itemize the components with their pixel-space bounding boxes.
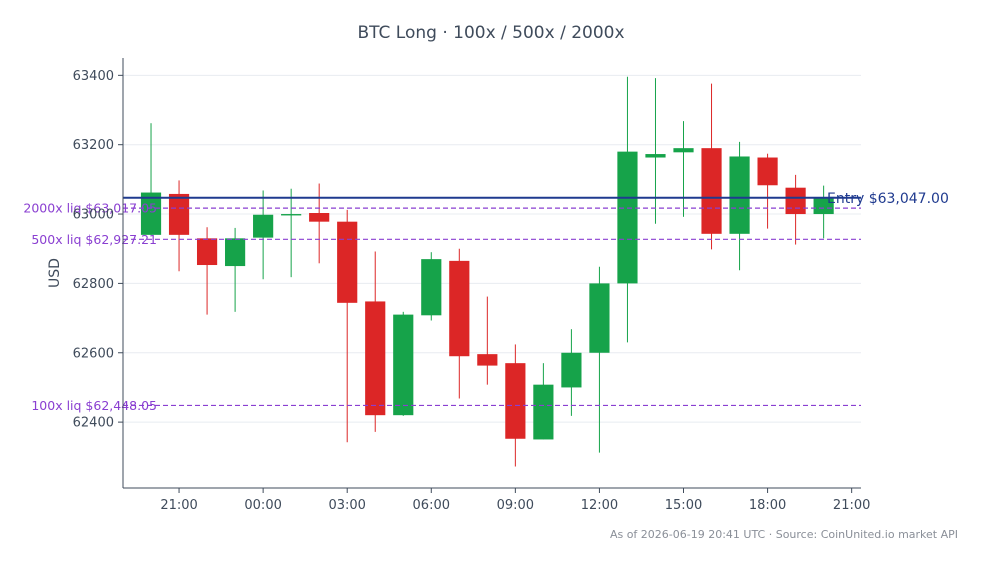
footer-note: As of 2026-06-19 20:41 UTC · Source: Coi… <box>610 528 958 541</box>
candle-body-down <box>701 148 722 234</box>
x-tick-label: 00:00 <box>244 498 281 513</box>
candle-body-down <box>365 301 386 416</box>
candle-body-down <box>449 260 470 357</box>
entry-label: Entry $63,047.00 <box>827 191 949 207</box>
x-tick-label: 09:00 <box>497 498 534 513</box>
candle-body-down <box>477 354 498 366</box>
candle-body-up <box>813 197 834 215</box>
candle-body-down <box>337 221 358 303</box>
reference-lines: Entry $63,047.00 2000x liq $63,017.05 500x… <box>23 191 948 413</box>
candle-body-down <box>168 193 190 235</box>
axes <box>122 58 861 489</box>
candle-body-up <box>589 283 610 353</box>
candle-body-down <box>757 157 778 186</box>
liquidation-label: 500x liq $62,927.21 <box>31 232 157 247</box>
x-tick-label: 21:00 <box>160 498 197 513</box>
candle-body-up <box>645 154 666 158</box>
liquidation-label: 2000x liq $63,017.05 <box>23 201 157 216</box>
x-tick-labels: 21:00 00:00 03:00 06:00 09:00 12:00 15:00 18:00… <box>160 488 870 513</box>
chart-title: BTC Long · 100x / 500x / 2000x <box>357 23 624 43</box>
y-tick-label: 63000 <box>73 208 114 223</box>
candle-body-up <box>729 156 750 234</box>
candles <box>140 76 834 467</box>
y-tick-labels: 62400 62600 62800 63000 63200 63400 <box>73 69 123 431</box>
candle-body-up <box>140 192 162 235</box>
candle-body-up <box>253 214 274 238</box>
y-tick-label: 63400 <box>73 69 114 84</box>
y-tick-label: 62600 <box>73 346 114 361</box>
candle-body-up <box>421 259 442 316</box>
candle-body-up <box>561 352 582 388</box>
x-tick-label: 18:00 <box>749 498 786 513</box>
candle-body-down <box>196 238 218 266</box>
candle-body-up <box>225 238 246 267</box>
x-tick-label: 03:00 <box>328 498 365 513</box>
x-tick-label: 12:00 <box>581 498 618 513</box>
x-tick-label: 21:00 <box>833 498 870 513</box>
candle-body-up <box>617 151 638 284</box>
candle-body-up <box>393 314 414 416</box>
candle-body-up <box>281 214 302 216</box>
candle-body-up <box>533 384 554 440</box>
candle-body-down <box>785 187 806 215</box>
x-tick-label: 06:00 <box>413 498 450 513</box>
candle-body-down <box>505 363 526 439</box>
y-tick-label: 63200 <box>73 138 114 153</box>
liquidation-label: 100x liq $62,448.05 <box>31 398 157 413</box>
candle-body-up <box>673 148 694 153</box>
gridlines <box>123 74 861 423</box>
y-tick-label: 62400 <box>73 416 114 431</box>
y-axis-label: USD <box>47 258 63 288</box>
x-tick-label: 15:00 <box>665 498 702 513</box>
y-tick-label: 62800 <box>73 277 114 292</box>
candle-body-down <box>309 213 330 222</box>
